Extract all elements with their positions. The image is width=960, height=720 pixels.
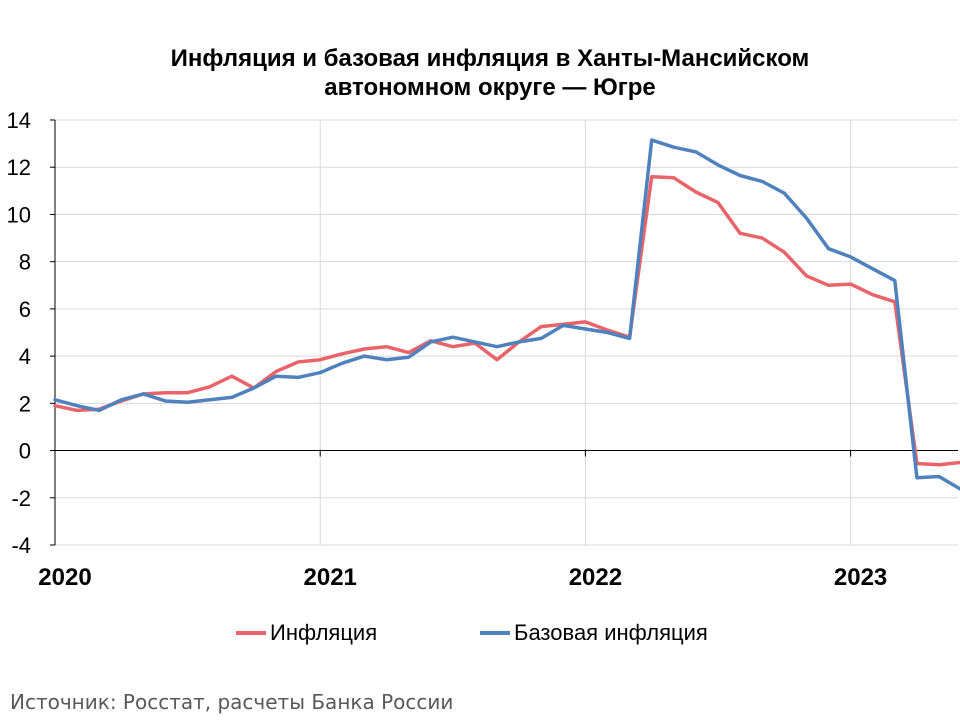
x-tick-label: 2022 xyxy=(569,564,622,591)
legend-item-core-inflation: Базовая инфляция xyxy=(480,620,708,646)
chart-title-line-2: автономном округе — Югре xyxy=(324,74,656,101)
x-tick-label: 2021 xyxy=(304,564,357,591)
y-tick-label: -2 xyxy=(11,486,31,511)
x-tick-label: 2020 xyxy=(38,564,91,591)
y-tick-label: 10 xyxy=(7,202,31,227)
line-chart: -4 -2 0 2 4 6 8 10 12 14 2020 2021 2022 2023 xyxy=(7,108,960,591)
x-tick-label: 2023 xyxy=(834,564,887,591)
legend-label-core-inflation: Базовая инфляция xyxy=(514,620,708,645)
chart-title: Инфляция и базовая инфляция в Ханты-Манс… xyxy=(0,44,960,102)
y-tick-label: 6 xyxy=(19,297,31,322)
series-line-inflation xyxy=(53,174,960,467)
y-tick-label: 2 xyxy=(19,391,31,416)
legend-label-inflation: Инфляция xyxy=(270,620,378,645)
legend: Инфляция Базовая инфляция xyxy=(0,620,960,650)
series-line-core-inflation xyxy=(53,138,960,491)
legend-item-inflation: Инфляция xyxy=(236,620,377,646)
legend-swatch-inflation xyxy=(236,631,266,635)
y-tick-label: 8 xyxy=(19,250,31,275)
y-tick-label: -4 xyxy=(11,533,31,558)
source-note: Источник: Росстат, расчеты Банка России xyxy=(10,690,454,714)
chart-title-line-1: Инфляция и базовая инфляция в Ханты-Манс… xyxy=(170,45,810,72)
y-tick-label: 12 xyxy=(7,155,31,180)
legend-swatch-core-inflation xyxy=(480,631,510,635)
y-tick-label: 14 xyxy=(7,108,31,133)
y-tick-label: 4 xyxy=(19,344,31,369)
y-tick-label: 0 xyxy=(19,439,31,464)
